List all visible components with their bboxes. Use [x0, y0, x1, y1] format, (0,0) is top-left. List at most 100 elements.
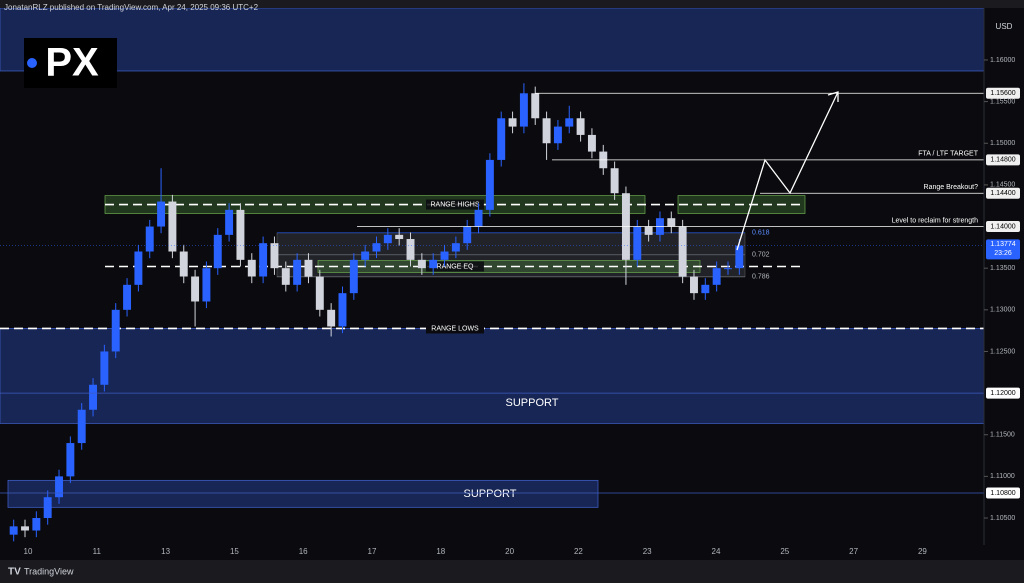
candle-body — [32, 518, 41, 531]
candle-body — [735, 245, 744, 269]
candle-body — [565, 118, 574, 127]
candle-body — [519, 93, 528, 127]
candle-body — [497, 118, 506, 160]
fib-label: 0.618 — [752, 230, 770, 237]
candle-body — [293, 259, 302, 285]
x-tick-label: 18 — [436, 547, 445, 556]
plot: SUPPORT SUPPORT 0.618 0.702 0.786 RANGE HIGHS… — [0, 7, 985, 542]
y-tick-label: 1.15500 — [990, 98, 1015, 105]
candle-body — [474, 209, 483, 227]
candle-body — [55, 476, 63, 498]
candle-body — [633, 226, 642, 260]
x-tick-label: 29 — [918, 547, 927, 556]
x-tick-label: 13 — [161, 547, 170, 556]
y-tick-label: 1.15000 — [990, 140, 1015, 147]
candle-body — [21, 526, 29, 531]
candle-body — [236, 209, 245, 260]
x-tick-label: 11 — [93, 547, 102, 556]
x-tick-label: 16 — [299, 547, 308, 556]
level-tag — [986, 387, 1020, 399]
candle-body — [429, 259, 438, 269]
level-tag-label: 1.14400 — [990, 190, 1015, 197]
candle-body — [531, 93, 540, 119]
range-label-bg — [426, 261, 484, 272]
candle-body — [712, 268, 721, 285]
zone — [7, 479, 599, 508]
level-tag-label: 1.14000 — [990, 223, 1015, 230]
candle-body — [451, 243, 460, 252]
level-note: FTA / LTF TARGET — [918, 151, 978, 158]
level-tag-label: 1.15600 — [990, 90, 1015, 97]
y-tick-label: 1.16000 — [990, 57, 1015, 64]
candle-body — [644, 226, 653, 235]
x-tick-label: 23 — [643, 547, 652, 556]
axis-layer: 1.10500 1.11000 1.11500 1.12500 1.13000 1.135… — [24, 57, 1020, 556]
header-bar — [0, 0, 1024, 8]
zone — [0, 328, 985, 424]
level-tag-label: 1.12000 — [990, 390, 1015, 397]
range-label: RANGE LOWS — [431, 325, 479, 332]
arrow-head — [827, 91, 839, 102]
projection-arrow — [736, 91, 839, 251]
footer-bar — [0, 560, 1024, 583]
y-tick-label: 1.10500 — [990, 515, 1015, 522]
y-tick-label: 1.11000 — [990, 473, 1015, 480]
fib-label: 0.702 — [752, 252, 770, 259]
x-tick-label: 24 — [712, 547, 721, 556]
x-tick-label: 10 — [24, 547, 33, 556]
candle-body — [202, 268, 211, 302]
candle-body — [43, 497, 52, 519]
candle-body — [610, 168, 619, 194]
level-tag-label: 1.14800 — [990, 157, 1015, 164]
candle-body — [678, 226, 687, 277]
candle-body — [701, 284, 710, 294]
zone-label: SUPPORT — [464, 488, 517, 500]
candle-body — [225, 209, 234, 235]
candle-body — [134, 251, 143, 285]
level-note: Range Breakout? — [924, 184, 979, 191]
candle-body — [349, 259, 358, 294]
candle-body — [157, 201, 166, 227]
candle-body — [395, 234, 404, 240]
y-tick-label: 1.14500 — [990, 182, 1015, 189]
y-tick-label: 1.13500 — [990, 265, 1015, 272]
range-label: RANGE HIGHS — [430, 201, 479, 208]
candle-body — [168, 201, 177, 252]
candle-body — [213, 234, 222, 269]
header-text: JonatanRLZ published on TradingView.com,… — [4, 3, 259, 12]
logo-dot — [27, 58, 37, 68]
candle-body — [179, 251, 188, 277]
x-tick-label: 20 — [505, 547, 514, 556]
candle-body — [327, 309, 336, 327]
candle-body — [361, 251, 370, 260]
candle-body — [690, 276, 698, 294]
candle-body — [304, 259, 313, 277]
last-price-label: 1.13774 — [990, 241, 1015, 248]
x-tick-label: 22 — [574, 547, 583, 556]
candle-body — [66, 443, 75, 477]
last-price-tag — [986, 239, 1020, 260]
x-tick-label: 15 — [230, 547, 239, 556]
level-tag — [986, 487, 1020, 499]
level-tag — [986, 154, 1020, 166]
time-axis — [0, 545, 1024, 560]
candle-body — [587, 134, 596, 152]
candle-body — [372, 243, 381, 252]
level-tag-label: 1.10800 — [990, 490, 1015, 497]
currency: USD — [996, 22, 1013, 31]
tv-mark: TV — [8, 567, 21, 578]
logo: PX — [45, 41, 99, 85]
candle-body — [576, 118, 585, 135]
candle-body — [111, 309, 120, 352]
footer-text: TradingView — [24, 566, 74, 576]
range-label-bg — [426, 199, 484, 210]
candle-body — [485, 159, 494, 210]
candle-body — [463, 226, 472, 244]
range-label-bg — [426, 323, 484, 334]
range-label: RANGE EQ — [437, 263, 475, 270]
candle-body — [542, 118, 551, 144]
zone-label: SUPPORT — [506, 397, 559, 409]
x-tick-label: 25 — [780, 547, 789, 556]
